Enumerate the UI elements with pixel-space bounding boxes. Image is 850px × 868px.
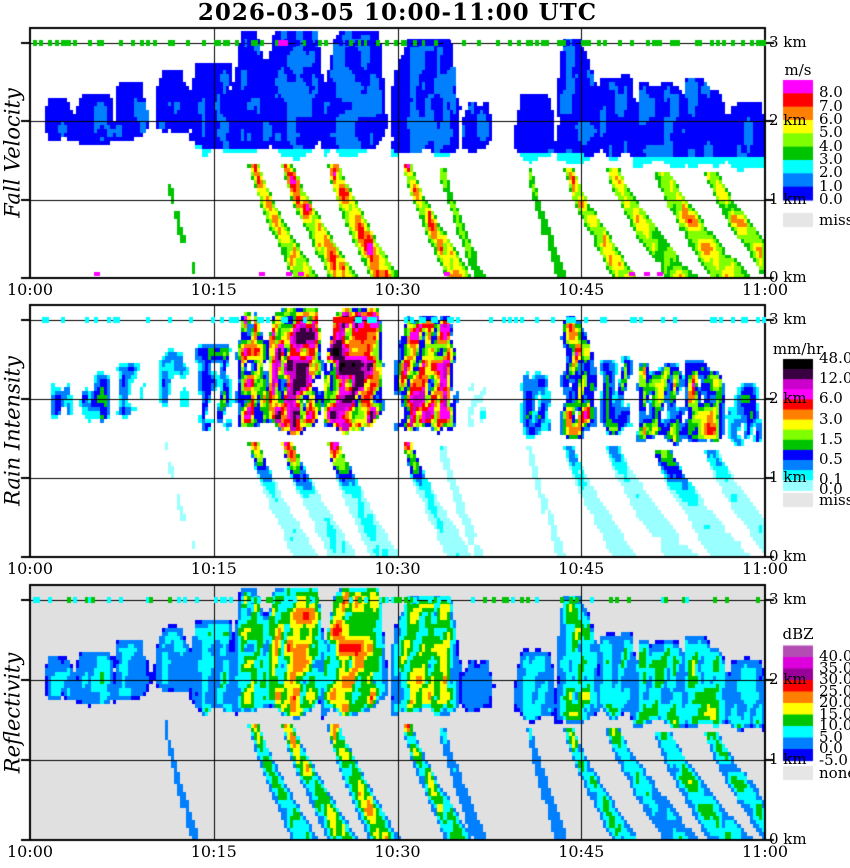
colorbar-tick-label: 3.0 xyxy=(819,409,843,428)
colorbar-tick-label: 1.5 xyxy=(819,429,843,448)
panel-label-reflectivity: Reflectivity xyxy=(0,652,25,773)
colorbar-tick-label: 48.0 xyxy=(819,349,850,367)
panel-label-fall-velocity: Fall Velocity xyxy=(0,88,25,218)
time-tick-label: 10:45 xyxy=(558,559,605,578)
colorbar-missing-label: miss xyxy=(819,491,850,509)
colorbar-tick-label: 20.0 xyxy=(819,693,850,711)
colorbar-tick-label: 12.0 xyxy=(819,369,850,388)
height-tick-label: 2 km xyxy=(769,389,807,407)
colorbar-title: m/s xyxy=(784,61,812,79)
colorbar-tick-label: 6.0 xyxy=(819,389,843,408)
time-tick-label: 10:00 xyxy=(6,559,54,578)
height-tick-label: 3 km xyxy=(769,310,807,328)
height-tick-label: 3 km xyxy=(769,590,807,608)
colorbar-tick-label: 15.0 xyxy=(819,704,850,723)
colorbar-missing-label: miss xyxy=(819,211,850,229)
colorbar-tick-label: 25.0 xyxy=(819,681,850,700)
colorbar-tick-label: 35.0 xyxy=(819,658,850,677)
height-tick-label: 3 km xyxy=(769,33,807,51)
colorbar-tick-label: 7.0 xyxy=(819,96,843,115)
height-tick-label: 0 km xyxy=(769,830,807,848)
time-tick-label: 10:45 xyxy=(558,842,605,861)
colorbar-tick-label: 10.0 xyxy=(819,716,850,734)
time-tick-label: 10:15 xyxy=(190,559,237,578)
height-tick-label: 0 km xyxy=(769,268,807,286)
colorbar-title: dBZ xyxy=(782,625,814,643)
height-tick-label: 1 km xyxy=(769,750,807,768)
time-tick-label: 10:00 xyxy=(6,842,54,861)
colorbar-tick-label: 0.0 xyxy=(819,189,843,208)
colorbar-tick-label: 0.0 xyxy=(819,480,843,499)
time-tick-label: 11:00 xyxy=(741,842,789,861)
height-tick-label: 2 km xyxy=(769,670,807,688)
colorbar-tick-label: 0.0 xyxy=(819,739,843,757)
colorbar-tick-label: 40.0 xyxy=(819,647,850,665)
colorbar-tick-label: 3.0 xyxy=(819,149,843,168)
colorbar-tick-label: 0.5 xyxy=(819,450,843,468)
time-tick-label: 11:00 xyxy=(741,559,789,578)
height-tick-label: 2 km xyxy=(769,111,807,130)
colorbar-title: mm/hr xyxy=(772,340,824,358)
colorbar-tick-label: 8.0 xyxy=(819,83,843,102)
time-tick-label: 10:00 xyxy=(6,280,54,299)
colorbar-tick-label: 6.0 xyxy=(819,109,843,128)
colorbar-tick-label: 0.1 xyxy=(819,470,843,489)
panel-label-rain-intensity: Rain Intensity xyxy=(0,356,25,506)
height-tick-label: 1 km xyxy=(769,189,807,208)
time-tick-label: 10:30 xyxy=(374,280,421,299)
colorbar-tick-label: 5.0 xyxy=(819,123,843,142)
time-tick-label: 10:30 xyxy=(374,842,421,861)
time-tick-label: 11:00 xyxy=(741,280,789,299)
time-tick-label: 10:45 xyxy=(558,280,605,299)
colorbar-tick-label: 30.0 xyxy=(819,670,850,688)
time-tick-label: 10:15 xyxy=(190,842,237,861)
height-tick-label: 0 km xyxy=(769,547,807,565)
height-tick-label: 1 km xyxy=(769,468,807,486)
colorbar-tick-label: 1.0 xyxy=(819,176,843,195)
time-tick-label: 10:15 xyxy=(190,280,237,299)
page-title: 2026-03-05 10:00-11:00 UTC xyxy=(197,0,598,26)
colorbar-tick-label: 4.0 xyxy=(819,136,843,155)
colorbar-tick-label: 2.0 xyxy=(819,163,843,182)
colorbar-tick-label: -5.0 xyxy=(819,750,848,769)
time-tick-label: 10:30 xyxy=(374,559,421,578)
colorbar-tick-label: 5.0 xyxy=(819,727,843,746)
colorbar-missing-label: none xyxy=(819,764,850,782)
